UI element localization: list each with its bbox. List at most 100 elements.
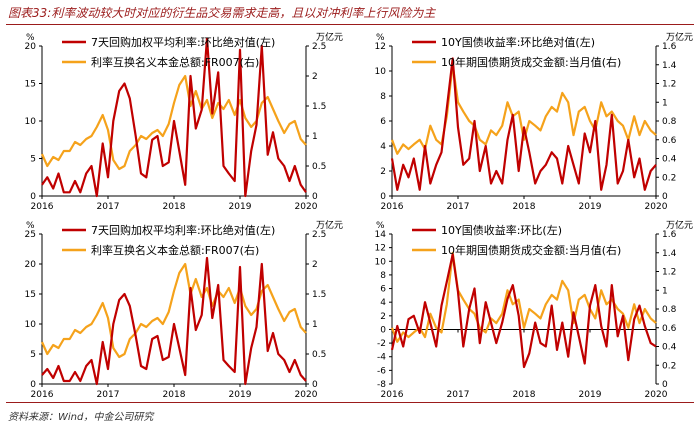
right-tick-label: 1.4 <box>662 249 677 259</box>
left-tick-label: 8 <box>380 271 386 281</box>
left-tick-label: 15 <box>25 290 36 300</box>
series-line-left <box>41 256 307 386</box>
left-tick-label: -6 <box>377 366 386 376</box>
right-tick-label: 0.6 <box>662 136 677 146</box>
right-tick-label: 0.4 <box>662 343 677 353</box>
left-axis-unit: % <box>26 221 35 231</box>
right-tick-label: 0.2 <box>662 361 676 371</box>
right-tick-label: 0.8 <box>662 305 677 315</box>
right-tick-label: 2 <box>312 260 318 270</box>
x-tick-label: 2020 <box>295 202 318 212</box>
right-tick-label: 1 <box>312 132 318 142</box>
right-axis-unit: 万亿元 <box>316 219 343 231</box>
x-tick-label: 2018 <box>513 390 536 400</box>
right-tick-label: 2 <box>312 72 318 82</box>
right-tick-label: 0.4 <box>662 155 677 165</box>
right-tick-label: 1.5 <box>312 290 326 300</box>
legend-label: 10年期国债期货成交金额:当月值(右) <box>441 243 621 257</box>
right-tick-label: 2.5 <box>312 42 326 52</box>
left-tick-label: 8 <box>380 92 386 102</box>
left-tick-label: 25 <box>25 230 36 240</box>
left-tick-label: 0 <box>380 325 386 335</box>
left-axis-unit: % <box>376 221 385 231</box>
series-line-right <box>40 74 307 171</box>
x-tick-label: 2016 <box>31 390 54 400</box>
x-tick-label: 2017 <box>97 202 120 212</box>
x-tick-label: 2019 <box>579 202 602 212</box>
legend-label: 10年期国债期货成交金额:当月值(右) <box>441 55 621 69</box>
right-tick-label: 0 <box>662 380 668 390</box>
chart-bottom-right: % 万亿元 -8 -6 -4 -2 0 2 4 6 8 10 12 14 0 0.2 0.4 0.6 0.8 1 1.2… <box>375 219 693 400</box>
left-tick-label: 10 <box>25 117 37 127</box>
x-tick-label: 2019 <box>229 390 252 400</box>
legend-label: 10Y国债收益率:环比绝对值(左) <box>441 35 595 49</box>
left-tick-label: 12 <box>375 244 386 254</box>
right-tick-label: 1 <box>662 98 668 108</box>
left-tick-label: 10 <box>375 67 387 77</box>
figure-title: 图表33:利率波动较大时对应的衍生品交易需求走高，且以对冲利率上行风险为主 <box>8 6 436 20</box>
source-note: 资料来源：Wind，中金公司研究 <box>8 412 154 423</box>
right-tick-label: 1.4 <box>662 61 677 71</box>
right-axis-unit: 万亿元 <box>316 31 343 43</box>
left-tick-label: 2 <box>380 312 386 322</box>
left-tick-label: 20 <box>25 260 37 270</box>
left-tick-label: 12 <box>375 42 386 52</box>
chart-top-left: % 万亿元 0 5 10 15 20 0 0.5 1 1.5 2 2.5 2016 2017 2018 2019… <box>25 31 343 212</box>
left-tick-label: 6 <box>380 117 386 127</box>
left-tick-label: -8 <box>377 380 386 390</box>
right-tick-label: 0.2 <box>662 173 676 183</box>
x-tick-label: 2020 <box>645 202 668 212</box>
source-divider <box>6 402 694 403</box>
left-axis-unit: % <box>26 33 35 43</box>
x-tick-label: 2016 <box>381 202 404 212</box>
left-tick-label: 4 <box>380 142 386 152</box>
x-tick-label: 2019 <box>579 390 602 400</box>
left-tick-label: 10 <box>375 257 387 267</box>
right-tick-label: 1.6 <box>662 230 677 240</box>
right-tick-label: 1.6 <box>662 42 677 52</box>
x-tick-label: 2017 <box>97 390 120 400</box>
left-tick-label: 0 <box>30 192 36 202</box>
right-tick-label: 1 <box>312 320 318 330</box>
left-tick-label: 6 <box>380 285 386 295</box>
right-tick-label: 0 <box>312 192 318 202</box>
right-tick-label: 1.2 <box>662 80 676 90</box>
x-tick-label: 2017 <box>447 390 470 400</box>
title-divider <box>6 24 694 25</box>
chart-bottom-left: % 万亿元 0 5 10 15 20 25 0 0.5 1 1.5 2 2.5 2016 2017 2018 20… <box>25 219 343 400</box>
x-tick-label: 2020 <box>295 390 318 400</box>
left-tick-label: 10 <box>25 320 37 330</box>
legend-label: 利率互换名义本金总额:FR007(右) <box>91 55 259 69</box>
left-tick-label: 5 <box>30 155 36 165</box>
legend-label: 利率互换名义本金总额:FR007(右) <box>91 243 259 257</box>
left-tick-label: -2 <box>377 339 386 349</box>
left-tick-label: -4 <box>377 353 386 363</box>
right-tick-label: 1 <box>662 286 668 296</box>
x-tick-label: 2017 <box>447 202 470 212</box>
right-axis-unit: 万亿元 <box>666 31 693 43</box>
right-tick-label: 2.5 <box>312 230 326 240</box>
left-tick-label: 2 <box>380 167 386 177</box>
right-tick-label: 0.6 <box>662 324 677 334</box>
chart-top-right: % 万亿元 0 2 4 6 8 10 12 0 0.2 0.4 0.6 0.8 1 1.2 1.4 1.6 2016… <box>375 31 693 212</box>
x-tick-label: 2018 <box>163 390 186 400</box>
series-line-right <box>390 251 657 343</box>
x-tick-label: 2016 <box>381 390 404 400</box>
x-tick-label: 2016 <box>31 202 54 212</box>
legend-label: 7天回购加权平均利率:环比绝对值(左) <box>91 35 275 49</box>
right-tick-label: 1.5 <box>312 102 326 112</box>
series-line-left <box>390 253 657 369</box>
left-tick-label: 4 <box>380 298 386 308</box>
series-line-right <box>40 262 307 359</box>
right-axis-unit: 万亿元 <box>666 219 693 231</box>
right-tick-label: 0.5 <box>312 350 326 360</box>
series-line-left <box>41 37 307 198</box>
series-line-right <box>390 63 657 155</box>
left-tick-label: 15 <box>25 80 36 90</box>
x-tick-label: 2020 <box>645 390 668 400</box>
left-tick-label: 14 <box>375 230 387 240</box>
left-axis-unit: % <box>376 33 385 43</box>
x-tick-label: 2018 <box>163 202 186 212</box>
left-tick-label: 0 <box>380 192 386 202</box>
left-tick-label: 0 <box>30 380 36 390</box>
